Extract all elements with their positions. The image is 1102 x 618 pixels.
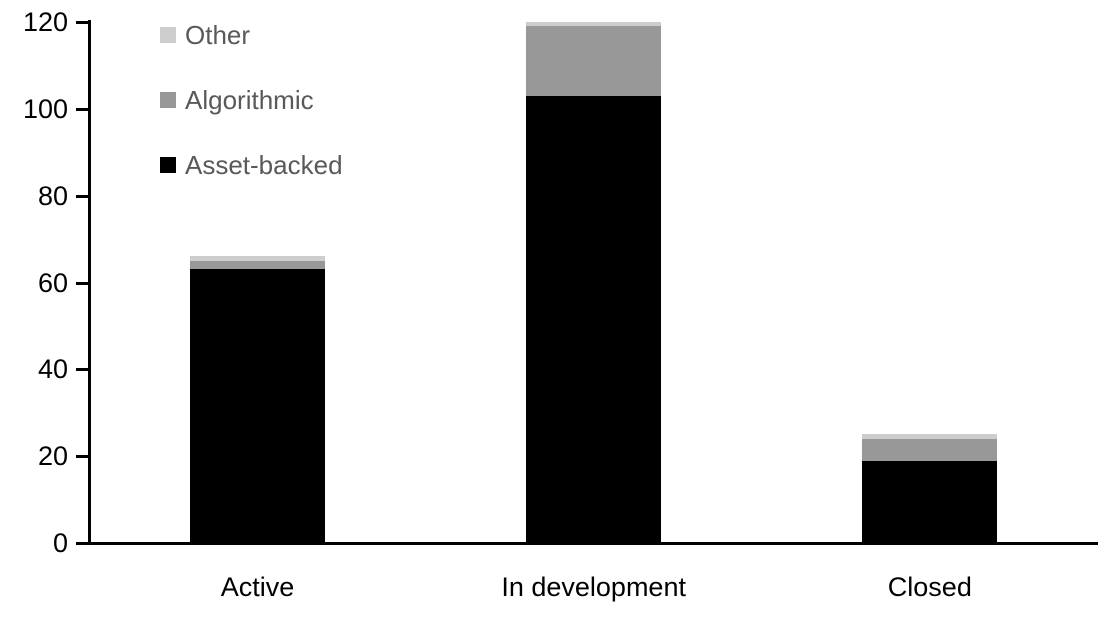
x-axis-line bbox=[88, 542, 1098, 545]
bar-segment-closed-algorithmic bbox=[862, 438, 998, 461]
legend-item-asset-backed: Asset-backed bbox=[160, 148, 343, 182]
legend-item-algorithmic: Algorithmic bbox=[160, 83, 343, 117]
x-axis-label-in-development: In development bbox=[501, 572, 686, 602]
y-axis-tick bbox=[76, 107, 88, 111]
x-axis-label-active: Active bbox=[220, 572, 295, 602]
y-axis-tick-label: 120 bbox=[22, 7, 68, 37]
legend-swatch-asset-backed bbox=[160, 157, 176, 173]
y-axis-tick bbox=[76, 455, 88, 459]
legend-label: Algorithmic bbox=[185, 84, 314, 115]
bar-segment-closed-asset-backed bbox=[862, 460, 998, 543]
bar-segment-in-development-asset-backed bbox=[526, 95, 662, 543]
legend-swatch-other bbox=[160, 27, 176, 43]
bar-segment-active-other bbox=[190, 256, 326, 261]
y-axis-tick bbox=[76, 542, 88, 545]
y-axis-tick-label: 0 bbox=[52, 528, 68, 558]
x-axis-label-closed: Closed bbox=[887, 572, 972, 602]
y-axis-tick-label: 100 bbox=[22, 93, 68, 124]
y-axis-tick bbox=[76, 368, 88, 372]
chart-legend: Other Algorithmic Asset-backed bbox=[160, 18, 343, 213]
y-axis-tick bbox=[76, 21, 88, 24]
y-axis-tick-label: 40 bbox=[37, 354, 68, 385]
y-axis-tick bbox=[76, 194, 88, 198]
bar-segment-in-development-algorithmic bbox=[526, 26, 662, 96]
y-axis-tick bbox=[76, 281, 88, 285]
legend-label: Asset-backed bbox=[185, 149, 343, 180]
legend-swatch-algorithmic bbox=[160, 92, 176, 108]
y-axis-line bbox=[88, 20, 91, 545]
y-axis-tick-label: 20 bbox=[37, 441, 68, 472]
bar-segment-closed-other bbox=[862, 434, 998, 439]
y-axis-tick-label: 80 bbox=[37, 180, 68, 211]
legend-item-other: Other bbox=[160, 18, 343, 52]
bar-segment-in-development-other bbox=[526, 22, 662, 27]
legend-label: Other bbox=[185, 19, 251, 50]
y-axis-tick-label: 60 bbox=[37, 267, 68, 298]
bar-segment-active-algorithmic bbox=[190, 260, 326, 270]
bar-segment-active-asset-backed bbox=[190, 269, 326, 543]
